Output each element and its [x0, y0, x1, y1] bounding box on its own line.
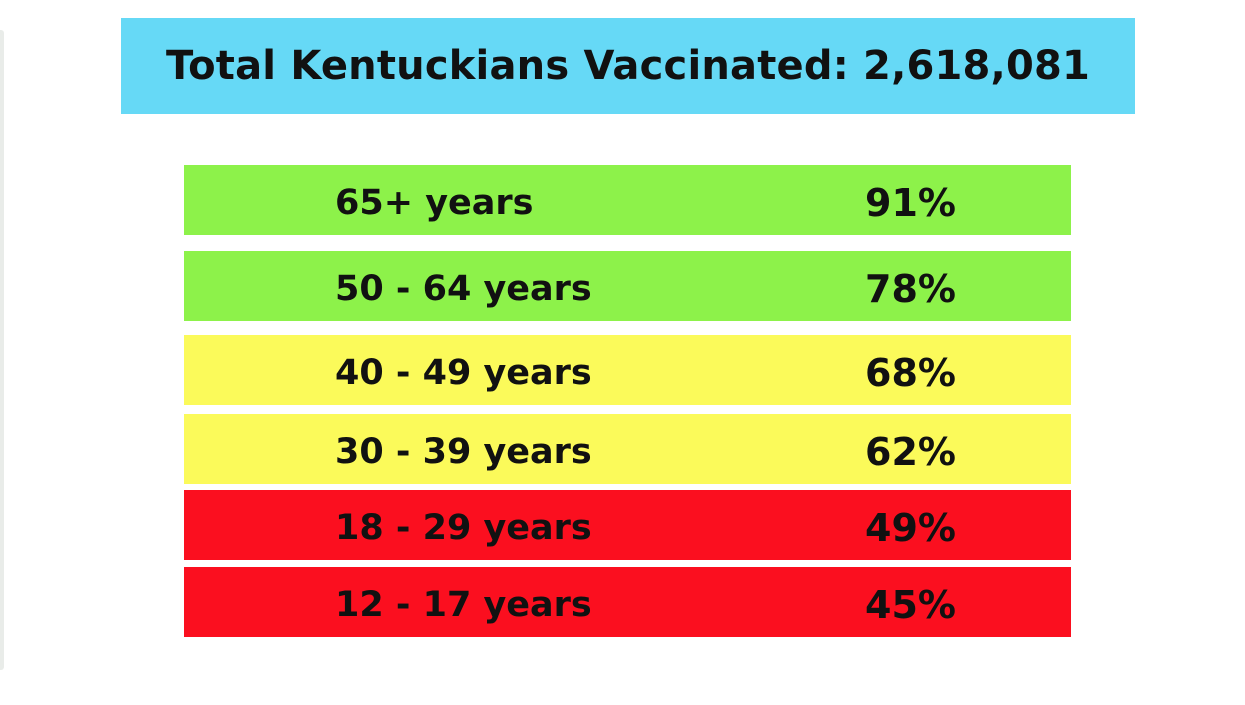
- table-row: 12 - 17 years 45%: [184, 567, 1071, 637]
- age-group-label: 65+ years: [335, 183, 534, 223]
- table-row: 40 - 49 years 68%: [184, 335, 1071, 405]
- vaccination-percent: 68%: [865, 351, 956, 395]
- vaccination-percent: 91%: [865, 181, 956, 225]
- table-row: 65+ years 91%: [184, 165, 1071, 235]
- vaccination-percent: 49%: [865, 506, 956, 550]
- age-group-label: 50 - 64 years: [335, 269, 592, 309]
- vaccination-percent: 45%: [865, 583, 956, 627]
- page-title: Total Kentuckians Vaccinated: 2,618,081: [165, 43, 1091, 89]
- age-group-label: 40 - 49 years: [335, 353, 592, 393]
- table-row: 30 - 39 years 62%: [184, 414, 1071, 484]
- table-row: 50 - 64 years 78%: [184, 251, 1071, 321]
- age-group-label: 30 - 39 years: [335, 432, 592, 472]
- age-group-label: 18 - 29 years: [335, 508, 592, 548]
- vaccination-percent: 78%: [865, 267, 956, 311]
- age-group-label: 12 - 17 years: [335, 585, 592, 625]
- table-row: 18 - 29 years 49%: [184, 490, 1071, 560]
- vaccination-percent: 62%: [865, 430, 956, 474]
- left-edge-divider: [0, 30, 4, 670]
- title-banner: Total Kentuckians Vaccinated: 2,618,081: [121, 18, 1135, 114]
